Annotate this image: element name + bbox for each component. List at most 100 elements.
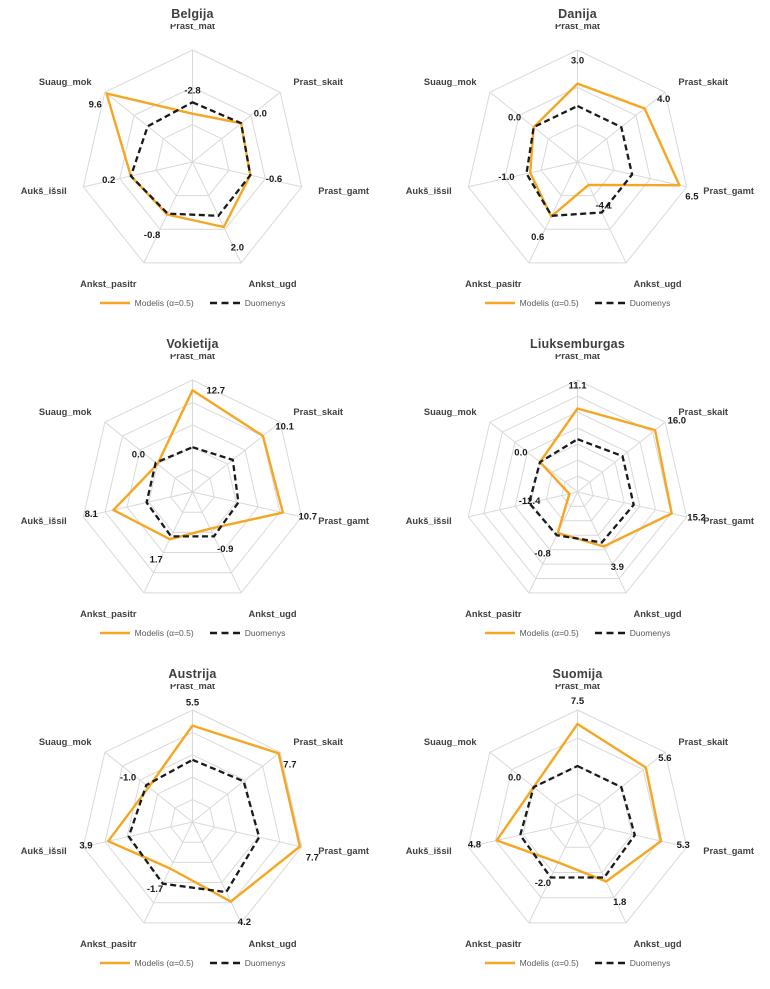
duomenys-series-polygon [129,101,252,217]
legend-label-model: Modelis (α=0.5) [519,298,579,308]
value-label: 2.0 [231,242,244,253]
axis-category-label: Prast_mat [170,684,215,691]
model-series-polygon [112,389,285,541]
legend-item-duomenys: Duomenys [594,298,671,308]
grid-ring [545,459,610,522]
chart-title: Vokietija [166,337,219,351]
duomenys-series-polygon [127,758,261,894]
axis-category-label: Prast_gamt [703,846,754,856]
axis-spoke [577,491,687,518]
data-line-swatch [594,301,625,305]
grid-ring [495,737,660,899]
value-label: 1.8 [613,897,626,908]
value-label: -0.9 [217,544,233,555]
value-label: 10.1 [275,421,294,432]
legend-label-model: Modelis (α=0.5) [134,298,194,308]
grid-ring [467,49,688,264]
value-label: 6.5 [685,191,699,202]
data-line-swatch [594,631,625,635]
axis-spoke [192,161,302,188]
grid-ring [170,799,215,843]
axis-spoke [192,421,281,493]
value-label: 0.6 [531,232,544,243]
axis-spoke [104,91,193,163]
axis-category-label: Prast_mat [555,354,600,361]
legend-item-duomenys: Duomenys [209,298,285,308]
grid-ring [514,427,641,551]
model-line-swatch [99,631,130,635]
axis-category-label: Aukš_išsil [21,516,67,526]
legend-item-duomenys: Duomenys [594,958,670,968]
chart-title: Danija [558,7,597,21]
axis-category-label: Aukš_išsil [406,516,452,526]
grid-ring [82,379,303,594]
legend-item-model: Modelis (α=0.5) [99,958,194,968]
legend-item-duomenys: Duomenys [209,628,286,638]
grid-ring [483,395,672,579]
axis-spoke [192,751,281,823]
axis-category-label: Ankst_pasitr [80,279,137,289]
grid-ring [148,776,237,863]
radar-plot: Prast_mat Prast_skait Prast_gamt Ankst_ugd A… [21,354,369,619]
axis-category-label: Suaug_mok [39,737,93,747]
chart-legend: Modelis (α=0.5) Duomenys [484,622,671,644]
model-series-polygon [538,407,673,548]
value-label: 15.2 [687,513,706,524]
axis-category-label: Suaug_mok [424,407,478,417]
axis-category-label: Ankst_pasitr [465,609,522,619]
value-label: -0.8 [534,548,550,559]
value-label: 12.7 [207,385,226,396]
axis-category-label: Prast_skait [678,737,728,747]
chart-title: Liuksemburgas [530,337,625,351]
value-label: 9.6 [89,99,102,110]
model-line-swatch [99,301,130,305]
axis-spoke [528,491,578,594]
value-label: 4.0 [657,94,670,105]
legend-item-model: Modelis (α=0.5) [99,298,194,308]
axis-spoke [528,821,578,924]
legend-label-duomenys: Duomenys [629,628,671,638]
data-line-swatch [209,961,240,965]
model-line-swatch [484,961,515,965]
grid-ring [119,86,266,230]
axis-category-label: Prast_gamt [318,516,369,526]
legend-label-duomenys: Duomenys [629,298,671,308]
axis-spoke [192,91,281,163]
legend-label-duomenys: Duomenys [244,628,286,638]
value-label: 5.5 [186,698,200,709]
model-line-swatch [99,961,130,965]
axis-category-label: Prast_gamt [703,516,754,526]
chart-card-liuksemburgas: Liuksemburgas Prast_mat Prast_skait Prast_… [385,330,770,660]
axis-category-label: Ankst_ugd [249,939,297,949]
grid-ring [126,754,259,883]
chart-card-austrija: Austrija Prast_mat Prast_skait Prast_gamt A… [0,660,385,989]
axis-spoke [468,491,578,518]
legend-label-duomenys: Duomenys [244,958,286,968]
chart-title: Suomija [552,667,603,681]
axis-spoke [577,821,627,924]
value-label: 10.7 [299,512,318,523]
chart-legend: Modelis (α=0.5) Duomenys [99,292,285,314]
chart-legend: Modelis (α=0.5) Duomenys [99,952,286,974]
model-series-polygon [105,92,252,229]
radar-plot: Prast_mat Prast_skait Prast_gamt Ankst_ugd A… [406,354,754,619]
radar-plot: Prast_mat Prast_skait Prast_gamt Ankst_ugd A… [406,684,754,949]
value-label: 0.2 [102,175,115,186]
axis-category-label: Prast_gamt [318,846,369,856]
grid-ring [126,424,259,553]
value-label: -0.8 [144,230,160,241]
grid-ring [561,475,594,507]
axis-category-label: Prast_skait [678,77,728,87]
axis-category-label: Prast_mat [170,24,215,31]
legend-label-model: Modelis (α=0.5) [519,958,579,968]
model-line-swatch [484,631,515,635]
axis-spoke [83,491,193,518]
axis-category-label: Ankst_ugd [634,939,682,949]
axis-category-label: Ankst_ugd [634,279,682,289]
axis-category-label: Prast_mat [555,684,600,691]
axis-category-label: Prast_skait [678,407,728,417]
axis-spoke [528,161,578,264]
axis-spoke [468,821,578,848]
grid-ring [467,379,688,594]
